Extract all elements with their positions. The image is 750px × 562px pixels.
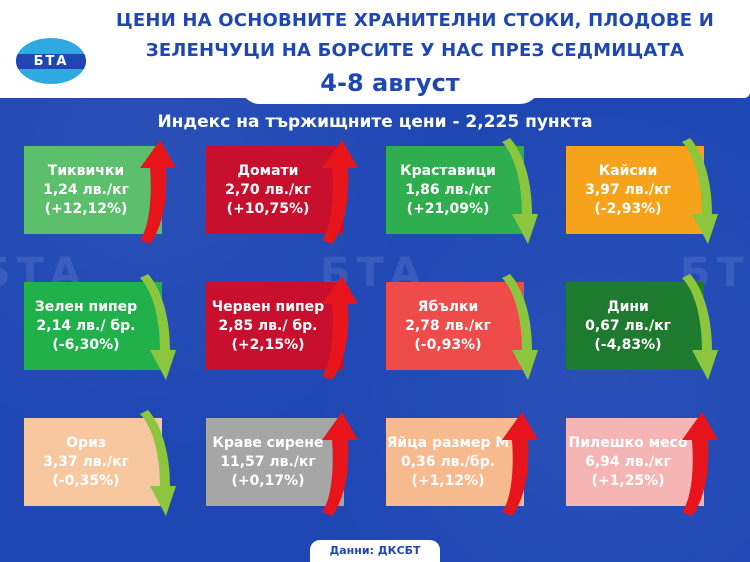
tile-name: Кайсии	[598, 162, 658, 179]
tile-change: (+0,17%)	[231, 472, 305, 489]
tile-price: 11,57 лв./кг	[220, 453, 316, 470]
tile-change: (-6,30%)	[52, 336, 120, 353]
tile-name: Краставици	[400, 162, 496, 179]
tile-change: (+2,15%)	[231, 336, 305, 353]
date-label: 4-8 август	[240, 66, 540, 104]
tile-price: 2,14 лв./ бр.	[36, 317, 136, 334]
price-tile: Краставици 1,86 лв./кг (+21,09%)	[386, 146, 524, 234]
tile-price: 0,36 лв./бр.	[400, 453, 496, 470]
tile-price: 2,70 лв./кг	[225, 181, 311, 198]
price-tile: Краве сирене 11,57 лв./кг (+0,17%)	[206, 418, 344, 506]
header-banner: БТА ЦЕНИ НА ОСНОВНИТЕ ХРАНИТЕЛНИ СТОКИ, …	[0, 0, 750, 98]
tile-change: (-0,35%)	[52, 472, 120, 489]
arrow-down-icon	[140, 274, 176, 380]
price-index-subtitle: Индекс на тържищните цени - 2,225 пункта	[157, 112, 593, 132]
tile-change: (-4,83%)	[594, 336, 662, 353]
price-tile: Тиквички 1,24 лв./кг (+12,12%)	[24, 146, 162, 234]
price-tile: Яйца размер М 0,36 лв./бр. (+1,12%)	[386, 418, 524, 506]
tile-name: Домати	[237, 162, 299, 179]
title-line-1: ЦЕНИ НА ОСНОВНИТЕ ХРАНИТЕЛНИ СТОКИ, ПЛОД…	[116, 10, 714, 31]
arrow-up-icon	[322, 412, 358, 516]
title-line-2: ЗЕЛЕНЧУЦИ НА БОРСИТЕ У НАС ПРЕЗ СЕДМИЦАТ…	[145, 40, 685, 61]
tile-name: Ябълки	[417, 298, 479, 315]
price-tile: Домати 2,70 лв./кг (+10,75%)	[206, 146, 344, 234]
arrow-down-icon	[140, 410, 176, 516]
tile-name: Ориз	[66, 434, 106, 451]
tile-price: 3,97 лв./кг	[585, 181, 671, 198]
arrow-down-icon	[682, 138, 718, 244]
tile-price: 2,78 лв./кг	[405, 317, 491, 334]
arrow-down-icon	[502, 274, 538, 380]
arrow-down-icon	[682, 274, 718, 380]
tile-name: Пилешко месо	[568, 434, 688, 451]
tile-price: 3,37 лв./кг	[43, 453, 129, 470]
tile-name: Яйца размер М	[386, 434, 510, 451]
arrow-up-icon	[322, 276, 358, 380]
tile-name: Краве сирене	[212, 434, 324, 451]
bta-logo-text: БТА	[16, 54, 86, 69]
price-tile: Ориз 3,37 лв./кг (-0,35%)	[24, 418, 162, 506]
tile-change: (+12,12%)	[44, 200, 128, 217]
arrow-up-icon	[322, 140, 358, 244]
arrow-down-icon	[502, 138, 538, 244]
tile-change: (+10,75%)	[226, 200, 310, 217]
price-tile: Зелен пипер 2,14 лв./ бр. (-6,30%)	[24, 282, 162, 370]
tile-price: 1,24 лв./кг	[43, 181, 129, 198]
tile-change: (-2,93%)	[594, 200, 662, 217]
tile-change: (-0,93%)	[414, 336, 482, 353]
tile-price: 6,94 лв./кг	[585, 453, 671, 470]
tile-change: (+1,25%)	[591, 472, 665, 489]
arrow-up-icon	[682, 412, 718, 516]
tile-price: 2,85 лв./ бр.	[218, 317, 318, 334]
tile-price: 1,86 лв./кг	[405, 181, 491, 198]
price-tile: Пилешко месо 6,94 лв./кг (+1,25%)	[566, 418, 704, 506]
price-tile: Ябълки 2,78 лв./кг (-0,93%)	[386, 282, 524, 370]
tile-price: 0,67 лв./кг	[585, 317, 671, 334]
price-tile: Дини 0,67 лв./кг (-4,83%)	[566, 282, 704, 370]
tile-name: Тиквички	[47, 162, 125, 179]
tile-name: Червен пипер	[211, 298, 325, 315]
bta-logo: БТА	[16, 38, 86, 84]
tile-name: Дини	[607, 298, 649, 315]
tile-name: Зелен пипер	[34, 298, 138, 315]
tile-change: (+1,12%)	[411, 472, 485, 489]
tile-change: (+21,09%)	[406, 200, 490, 217]
data-source: Данни: ДКСБТ	[310, 540, 440, 562]
arrow-up-icon	[502, 412, 538, 516]
price-tile: Кайсии 3,97 лв./кг (-2,93%)	[566, 146, 704, 234]
price-tile: Червен пипер 2,85 лв./ бр. (+2,15%)	[206, 282, 344, 370]
arrow-up-icon	[140, 140, 176, 244]
